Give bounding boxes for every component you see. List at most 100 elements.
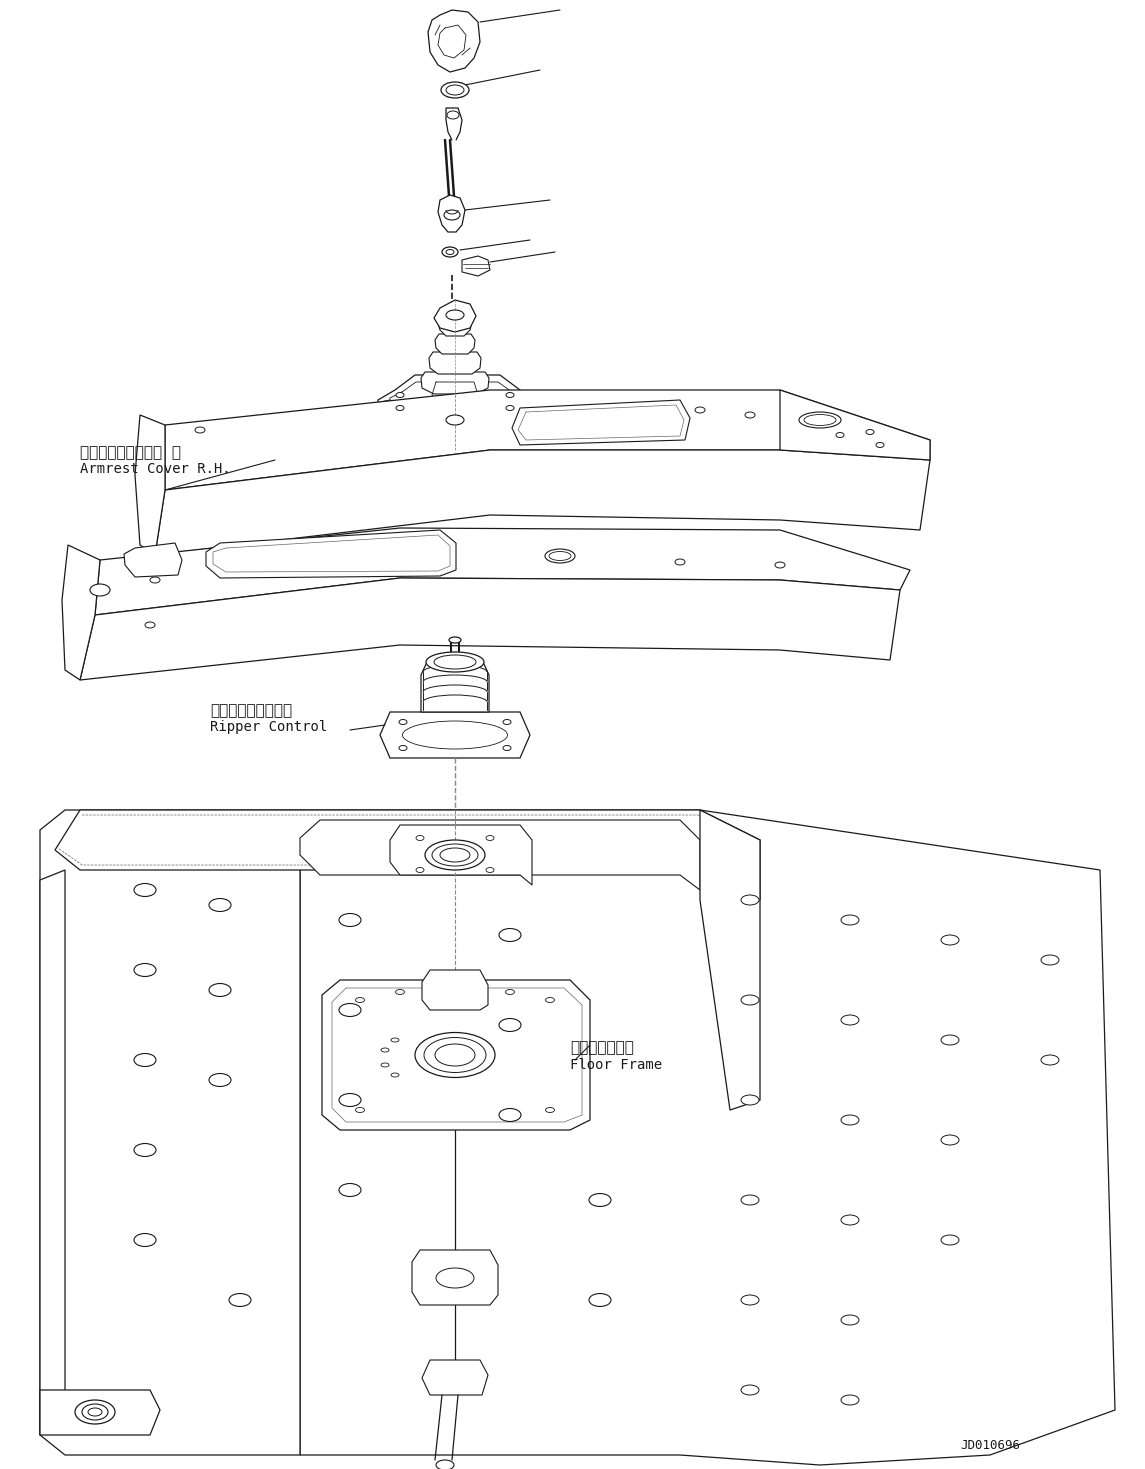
Ellipse shape	[396, 405, 404, 410]
Ellipse shape	[339, 1003, 361, 1017]
Ellipse shape	[499, 928, 521, 942]
Polygon shape	[206, 530, 456, 577]
Ellipse shape	[505, 990, 514, 995]
Ellipse shape	[447, 416, 464, 425]
Polygon shape	[390, 826, 532, 884]
Ellipse shape	[775, 563, 785, 569]
Polygon shape	[512, 400, 690, 445]
Ellipse shape	[506, 405, 514, 410]
Polygon shape	[300, 820, 700, 890]
Ellipse shape	[134, 964, 156, 977]
Ellipse shape	[941, 1235, 960, 1246]
Ellipse shape	[695, 407, 705, 413]
Ellipse shape	[229, 1294, 251, 1306]
Ellipse shape	[434, 655, 476, 668]
Ellipse shape	[876, 442, 884, 448]
Ellipse shape	[432, 845, 477, 867]
Polygon shape	[442, 310, 468, 322]
Polygon shape	[421, 372, 489, 394]
Ellipse shape	[88, 1407, 102, 1416]
Polygon shape	[80, 577, 900, 680]
Polygon shape	[428, 10, 480, 72]
Ellipse shape	[804, 414, 836, 426]
Polygon shape	[700, 809, 760, 1111]
Ellipse shape	[90, 585, 110, 596]
Polygon shape	[439, 320, 471, 336]
Ellipse shape	[840, 1115, 859, 1125]
Ellipse shape	[449, 638, 461, 643]
Polygon shape	[423, 1360, 488, 1396]
Ellipse shape	[447, 250, 455, 254]
Ellipse shape	[941, 934, 960, 945]
Ellipse shape	[76, 1400, 114, 1423]
Ellipse shape	[545, 1108, 554, 1112]
Ellipse shape	[134, 1053, 156, 1066]
Ellipse shape	[355, 1108, 364, 1112]
Ellipse shape	[799, 411, 840, 427]
Ellipse shape	[339, 1184, 361, 1196]
Ellipse shape	[836, 432, 844, 438]
Polygon shape	[780, 389, 930, 460]
Ellipse shape	[741, 1296, 759, 1304]
Polygon shape	[412, 1250, 498, 1304]
Ellipse shape	[436, 1268, 474, 1288]
Ellipse shape	[381, 1047, 389, 1052]
Ellipse shape	[447, 85, 464, 95]
Polygon shape	[439, 195, 465, 232]
Ellipse shape	[444, 210, 460, 220]
Ellipse shape	[390, 1072, 398, 1077]
Ellipse shape	[416, 868, 424, 873]
Ellipse shape	[866, 429, 874, 435]
Ellipse shape	[447, 310, 464, 320]
Ellipse shape	[503, 745, 511, 751]
Ellipse shape	[506, 392, 514, 398]
Polygon shape	[165, 389, 930, 491]
Ellipse shape	[941, 1036, 960, 1044]
Ellipse shape	[395, 990, 404, 995]
Ellipse shape	[1041, 1055, 1059, 1065]
Ellipse shape	[150, 577, 160, 583]
Ellipse shape	[355, 997, 364, 1002]
Polygon shape	[62, 545, 100, 680]
Ellipse shape	[840, 1215, 859, 1225]
Ellipse shape	[134, 1143, 156, 1156]
Ellipse shape	[416, 836, 424, 840]
Text: Floor Frame: Floor Frame	[570, 1058, 662, 1072]
Ellipse shape	[840, 1396, 859, 1404]
Ellipse shape	[134, 883, 156, 896]
Ellipse shape	[741, 1194, 759, 1205]
Text: Armrest Cover R.H.: Armrest Cover R.H.	[80, 461, 231, 476]
Polygon shape	[461, 256, 490, 276]
Ellipse shape	[499, 1018, 521, 1031]
Text: アームレストカバー  右: アームレストカバー 右	[80, 445, 181, 460]
Polygon shape	[380, 712, 530, 758]
Ellipse shape	[545, 549, 575, 563]
Ellipse shape	[82, 1404, 108, 1421]
Polygon shape	[124, 544, 182, 577]
Ellipse shape	[741, 1094, 759, 1105]
Ellipse shape	[195, 427, 205, 433]
Ellipse shape	[398, 720, 406, 724]
Ellipse shape	[589, 1294, 611, 1306]
Polygon shape	[40, 870, 65, 1435]
Ellipse shape	[440, 848, 469, 862]
Ellipse shape	[442, 247, 458, 257]
Text: JD010696: JD010696	[960, 1440, 1020, 1451]
Polygon shape	[434, 300, 476, 332]
Polygon shape	[155, 450, 930, 555]
Ellipse shape	[403, 721, 507, 749]
Ellipse shape	[840, 1315, 859, 1325]
Polygon shape	[435, 333, 475, 354]
Ellipse shape	[1041, 955, 1059, 965]
Text: フロアフレーム: フロアフレーム	[570, 1040, 634, 1055]
Ellipse shape	[426, 652, 484, 671]
Ellipse shape	[210, 984, 231, 996]
Ellipse shape	[390, 1039, 398, 1042]
Ellipse shape	[589, 1193, 611, 1206]
Ellipse shape	[424, 1037, 485, 1072]
Ellipse shape	[548, 551, 571, 561]
Polygon shape	[55, 809, 760, 900]
Ellipse shape	[414, 1033, 495, 1077]
Polygon shape	[421, 663, 489, 712]
Ellipse shape	[545, 997, 554, 1002]
